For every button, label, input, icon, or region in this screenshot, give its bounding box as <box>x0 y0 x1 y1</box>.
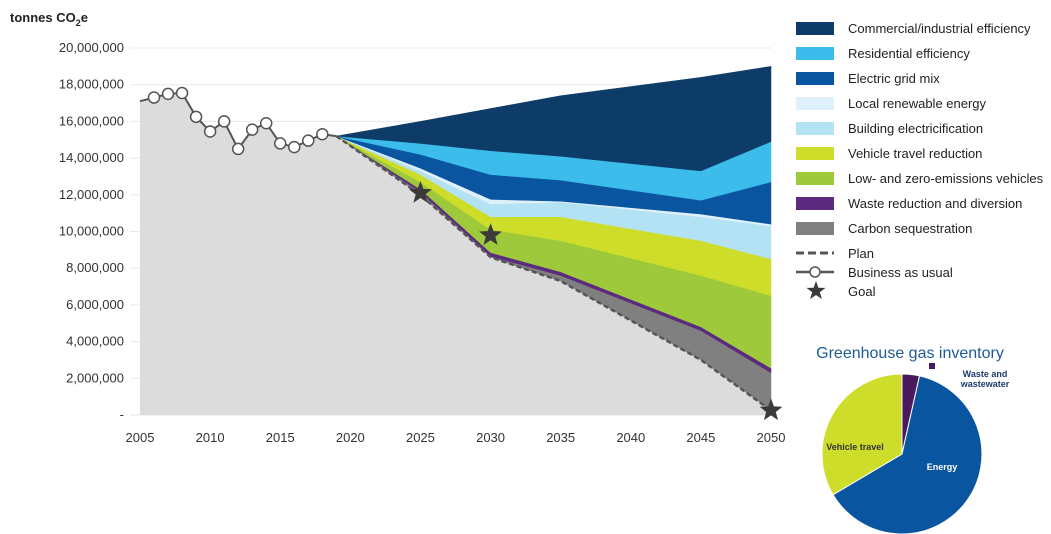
y-tick-label: 2,000,000 <box>66 370 124 385</box>
goal-star-icon <box>409 181 432 203</box>
y-tick-label: 14,000,000 <box>59 150 124 165</box>
legend-swatch <box>796 172 834 185</box>
pie-waste-marker <box>929 363 935 369</box>
bau-data-point <box>175 86 189 100</box>
x-tick-label: 2035 <box>546 430 575 445</box>
bau-data-point <box>259 116 273 130</box>
y-tick-label: 16,000,000 <box>59 113 124 128</box>
legend-swatch <box>796 122 834 135</box>
goal-star-icon <box>759 398 783 421</box>
goal-star-icon <box>479 223 502 245</box>
y-tick-label: 18,000,000 <box>59 77 124 92</box>
x-tick-label: 2025 <box>406 430 435 445</box>
bau-data-point <box>316 127 329 141</box>
bau-data-point <box>231 142 245 156</box>
y-tick-label: 4,000,000 <box>66 334 124 349</box>
legend-label: Goal <box>848 284 876 299</box>
area-commercial-industrial-efficiency <box>336 66 772 172</box>
legend: Commercial/industrial efficiency Resident… <box>796 21 1044 300</box>
bau-data-point <box>189 110 203 124</box>
bau-data-point <box>245 123 259 136</box>
x-tick-label: 2030 <box>476 430 505 445</box>
bau-data-point <box>273 137 287 150</box>
bau-data-point <box>302 134 315 147</box>
y-axis-label: tonnes CO2e <box>10 10 88 28</box>
legend-label: Vehicle travel reduction <box>848 146 982 161</box>
x-tick-label: 2010 <box>196 430 225 445</box>
y-tick-label: - <box>120 407 124 422</box>
bau-data-point <box>287 140 301 154</box>
inset-pie-title: Greenhouse gas inventory <box>816 345 1004 362</box>
pie-slice-vehicle-travel <box>821 373 903 496</box>
y-tick-label: 20,000,000 <box>59 40 124 55</box>
legend-label: Building electricification <box>848 121 983 136</box>
pie-label-waste: Waste and wastewater <box>960 369 1010 389</box>
legend-label: Electric grid mix <box>848 71 940 86</box>
markers <box>147 86 783 421</box>
y-tick-label: 6,000,000 <box>66 297 124 312</box>
pie-slice-energy <box>832 375 983 534</box>
bau-data-point <box>217 115 231 128</box>
legend-swatch <box>796 22 834 35</box>
legend-label: Plan <box>848 246 874 261</box>
y-tick-label: 8,000,000 <box>66 260 124 275</box>
x-tick-label: 2015 <box>266 430 295 445</box>
inset-pie-chart: Greenhouse gas inventory Energy Vehicle tr… <box>816 345 1010 534</box>
x-tick-label: 2050 <box>757 430 786 445</box>
y-tick-labels: - 2,000,000 4,000,000 6,000,000 8,000,000 10,… <box>59 40 124 422</box>
legend-swatch <box>796 97 834 110</box>
legend-label: Waste reduction and diversion <box>848 196 1022 211</box>
bau-data-point <box>203 125 217 138</box>
bau-data-point <box>147 91 161 104</box>
legend-label: Residential efficiency <box>848 46 970 61</box>
emissions-base-area <box>140 92 771 416</box>
legend-swatch <box>796 197 834 210</box>
x-tick-label: 2020 <box>336 430 365 445</box>
legend-label: Low- and zero-emissions vehicles <box>848 171 1044 186</box>
pie-label-energy: Energy <box>927 462 958 472</box>
stacked-areas <box>140 66 772 416</box>
legend-label: Commercial/industrial efficiency <box>848 21 1031 36</box>
x-tick-label: 2045 <box>686 430 715 445</box>
legend-swatch <box>796 222 834 235</box>
y-tick-label: 12,000,000 <box>59 187 124 202</box>
x-tick-label: 2040 <box>616 430 645 445</box>
legend-bau-marker <box>809 266 821 278</box>
x-tick-labels: 2005 2010 2015 2020 2025 2030 2035 2040 2045 2050 <box>126 430 786 445</box>
y-tick-label: 10,000,000 <box>59 224 124 239</box>
legend-goal-star-icon <box>806 281 826 300</box>
plan-line <box>335 135 772 412</box>
pie-label-vehicle-travel: Vehicle travel <box>826 442 884 452</box>
bau-data-point <box>161 87 175 101</box>
legend-swatch <box>796 72 834 85</box>
legend-swatch <box>796 147 834 160</box>
legend-label: Business as usual <box>848 265 953 280</box>
legend-label: Carbon sequestration <box>848 221 972 236</box>
x-tick-label: 2005 <box>126 430 155 445</box>
legend-label: Local renewable energy <box>848 96 987 111</box>
legend-swatch <box>796 47 834 60</box>
